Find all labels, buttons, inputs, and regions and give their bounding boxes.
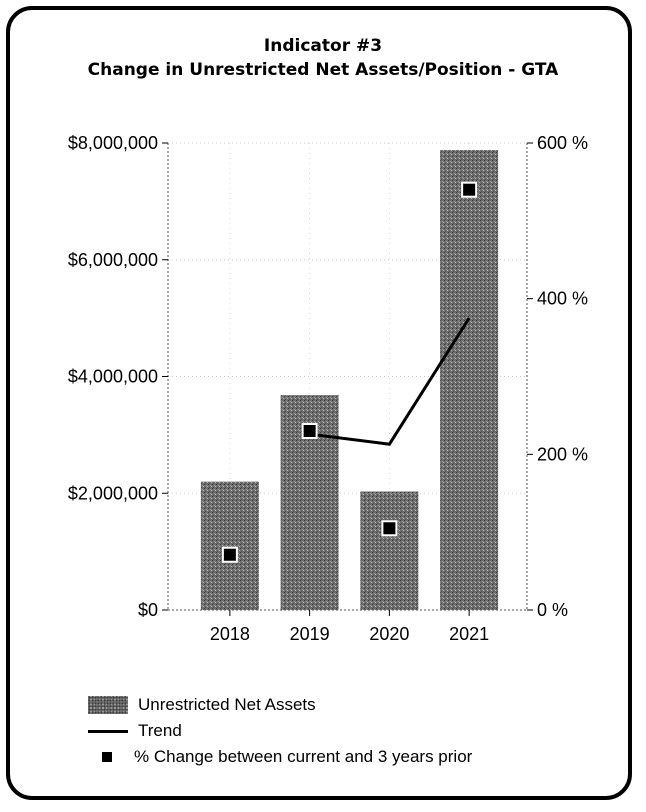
chart-title-line-2: Change in Unrestricted Net Assets/Positi… <box>87 60 559 80</box>
chart-title: Indicator #3 Change in Unrestricted Net … <box>0 34 646 82</box>
x-tick-label: 2018 <box>210 624 250 644</box>
y-right-tick-label: 0 % <box>537 600 568 620</box>
bar-2021 <box>440 150 499 610</box>
legend: Unrestricted Net Assets Trend % Change b… <box>88 692 472 770</box>
legend-item-marker: % Change between current and 3 years pri… <box>88 744 472 770</box>
marker-2019 <box>301 422 318 439</box>
bars <box>200 150 499 610</box>
y-left-tick-label: $2,000,000 <box>68 483 158 503</box>
legend-marker-swatch <box>102 752 112 762</box>
legend-item-bars: Unrestricted Net Assets <box>88 692 472 718</box>
x-tick-label: 2020 <box>369 624 409 644</box>
trend-line <box>309 317 471 446</box>
marker-2021 <box>461 181 478 198</box>
markers <box>221 181 478 563</box>
y-left-tick-label: $6,000,000 <box>68 250 158 270</box>
legend-item-trend: Trend <box>88 718 472 744</box>
bar-2018 <box>200 481 259 610</box>
legend-bar-label: Unrestricted Net Assets <box>138 695 316 714</box>
marker-2018 <box>221 546 238 563</box>
chart-title-line-1: Indicator #3 <box>263 36 383 56</box>
bar-2020 <box>360 491 419 610</box>
y-left-tick-label: $8,000,000 <box>68 133 158 153</box>
x-tick-label: 2019 <box>290 624 330 644</box>
y-left-tick-label: $4,000,000 <box>68 367 158 387</box>
x-tick-label: 2021 <box>449 624 489 644</box>
y-left-tick-label: $0 <box>138 600 158 620</box>
legend-line-swatch <box>88 729 128 733</box>
marker-2020 <box>381 520 398 537</box>
legend-line-label: Trend <box>138 721 182 740</box>
y-right-tick-label: 400 % <box>537 289 588 309</box>
trend-line-group <box>309 317 471 446</box>
y-right-tick-label: 200 % <box>537 444 588 464</box>
tick-labels: $0 $2,000,000 $4,000,000 $6,000,000 $8,000,0… <box>68 133 588 644</box>
y-right-tick-label: 600 % <box>537 133 588 153</box>
legend-bar-swatch <box>88 696 128 714</box>
legend-marker-label: % Change between current and 3 years pri… <box>134 747 473 766</box>
axes <box>162 142 533 616</box>
